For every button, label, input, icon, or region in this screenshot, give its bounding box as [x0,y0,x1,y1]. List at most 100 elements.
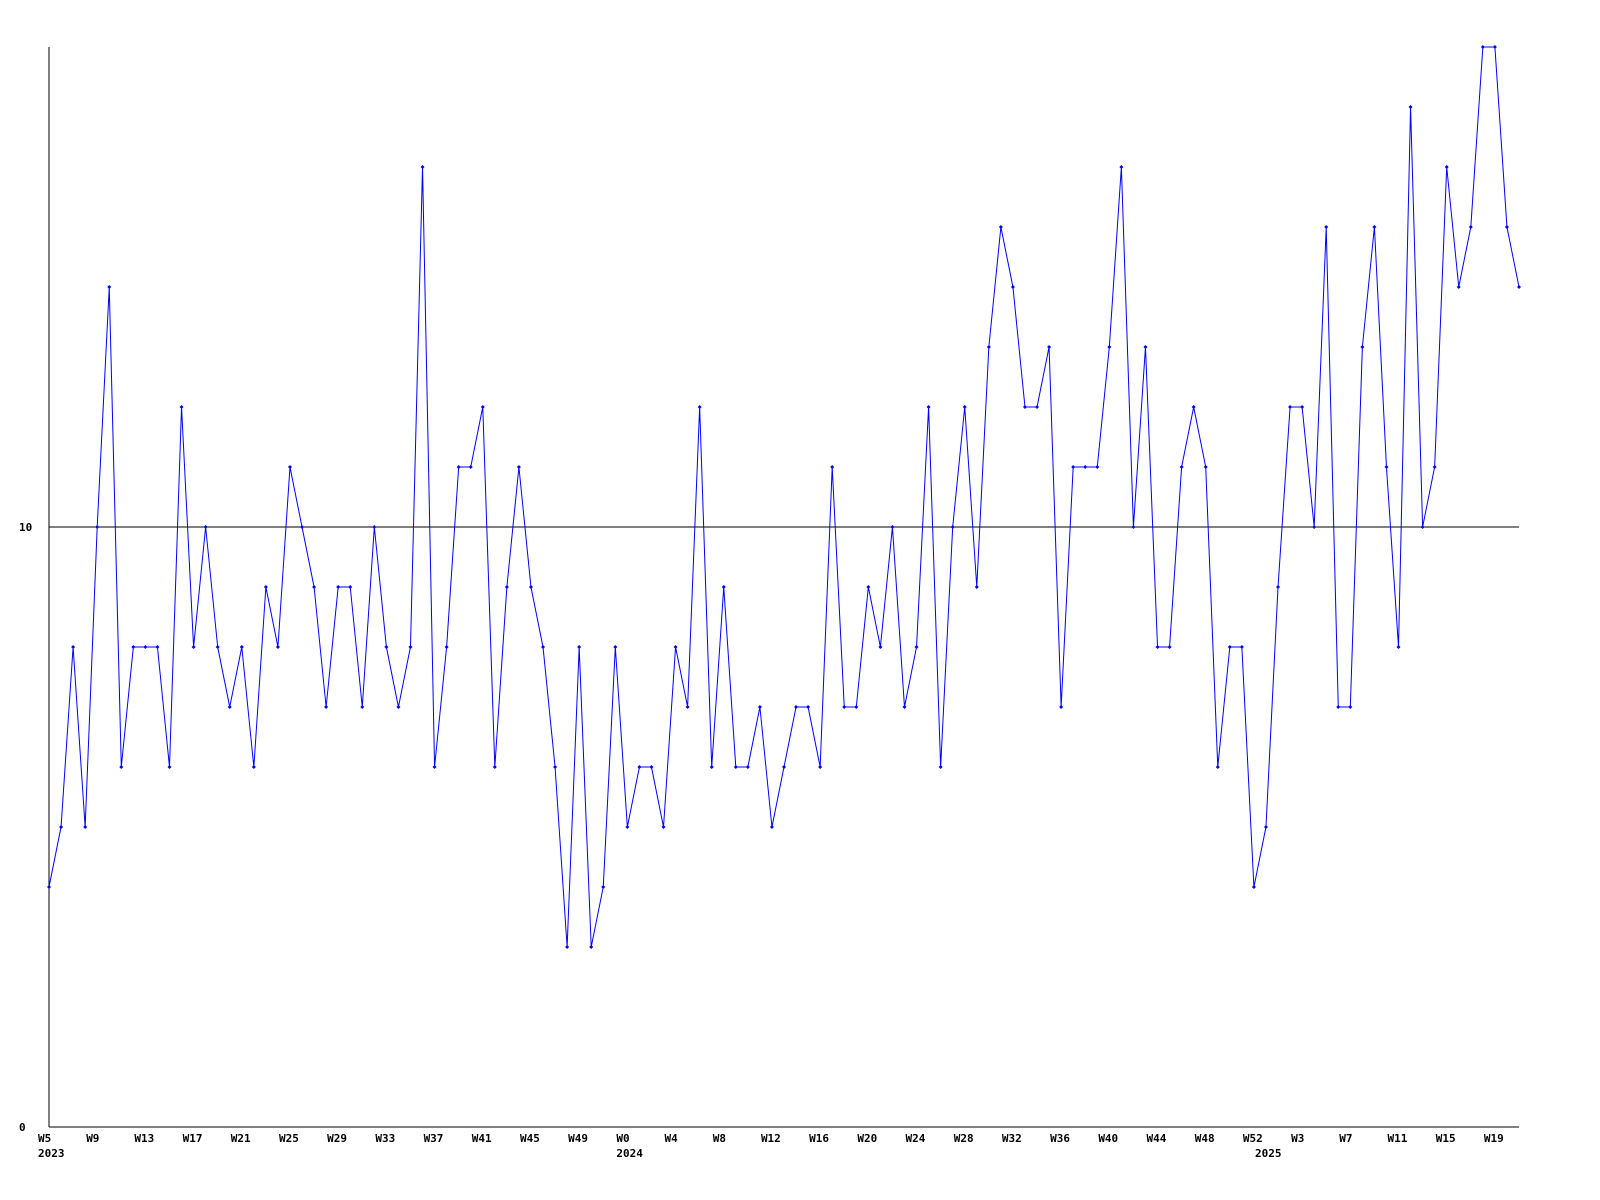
data-point [95,525,100,529]
data-point [131,645,136,649]
data-point [1384,465,1389,469]
data-point [1143,345,1148,349]
x-tick-label: W21 [231,1132,251,1145]
data-point [275,645,280,649]
data-point [1396,645,1401,649]
x-tick-label: W17 [183,1132,203,1145]
x-tick-label: W25 [279,1132,299,1145]
data-point [1432,465,1437,469]
y-tick-label: 10 [19,521,32,534]
data-point [1348,705,1353,709]
data-line [48,46,1520,948]
x-tick-label: W15 [1436,1132,1456,1145]
data-point [1155,645,1160,649]
data-point [1191,405,1196,409]
data-point [143,645,148,649]
data-point [998,225,1003,229]
x-tick-label: W5 [38,1132,51,1145]
x-tick-label: W20 [857,1132,877,1145]
data-point [565,945,570,949]
year-label: 2023 [38,1147,65,1160]
x-tick-label: W4 [665,1132,679,1145]
data-point [59,825,64,829]
data-point [878,645,883,649]
data-point [1456,285,1461,289]
x-tick-label: W0 [616,1132,629,1145]
data-point [962,405,967,409]
data-point [938,765,943,769]
x-tick-label: W29 [327,1132,347,1145]
data-point [1010,285,1015,289]
data-point [1420,525,1425,529]
data-point [167,765,172,769]
data-point [480,405,485,409]
data-point [1517,285,1521,289]
x-tick-label: W33 [375,1132,395,1145]
data-point [1312,525,1317,529]
data-point [1300,405,1305,409]
data-point [1444,165,1449,169]
data-point [155,645,160,649]
data-point [1083,465,1088,469]
data-point [685,705,690,709]
data-point [1288,405,1293,409]
data-point [1324,225,1329,229]
data-point [251,765,256,769]
data-point [408,645,413,649]
x-tick-label: W32 [1002,1132,1022,1145]
data-point [504,585,509,589]
data-point [757,705,762,709]
data-point [1227,645,1232,649]
x-tick-label: W36 [1050,1132,1070,1145]
data-point [1203,465,1208,469]
x-tick-label: W24 [906,1132,926,1145]
data-point [179,405,184,409]
data-point [191,645,196,649]
data-point [601,885,606,889]
data-point [769,825,774,829]
data-point [456,465,461,469]
data-point [625,825,630,829]
data-point [1239,645,1244,649]
data-point [926,405,931,409]
data-point [1179,465,1184,469]
data-point [709,765,714,769]
x-tick-label: W41 [472,1132,492,1145]
data-point [842,705,847,709]
data-point [324,705,329,709]
data-point [890,525,895,529]
x-tick-label: W48 [1195,1132,1215,1145]
data-point [950,525,955,529]
data-point [1215,765,1220,769]
x-tick-label: W40 [1098,1132,1118,1145]
data-point [818,765,823,769]
data-point [637,765,642,769]
data-point [203,525,208,529]
data-point [782,765,786,769]
data-point [613,645,618,649]
x-tick-label: W13 [134,1132,154,1145]
data-point [83,825,88,829]
data-point [312,585,317,589]
data-point [239,645,244,649]
data-point [1263,825,1268,829]
data-point [1059,705,1064,709]
data-point [396,705,401,709]
data-point [1492,45,1497,49]
x-tick-label: W49 [568,1132,588,1145]
data-point [1071,465,1076,469]
data-point [1372,225,1377,229]
data-point [794,705,799,709]
data-point [300,525,305,529]
data-point [1504,225,1509,229]
data-point [673,645,678,649]
data-point [384,645,389,649]
data-point [420,165,425,169]
data-point [1360,345,1365,349]
data-point [806,705,811,709]
data-point [733,765,738,769]
data-point [974,585,979,589]
data-point [348,585,353,589]
data-point [1468,225,1473,229]
data-point [432,765,437,769]
